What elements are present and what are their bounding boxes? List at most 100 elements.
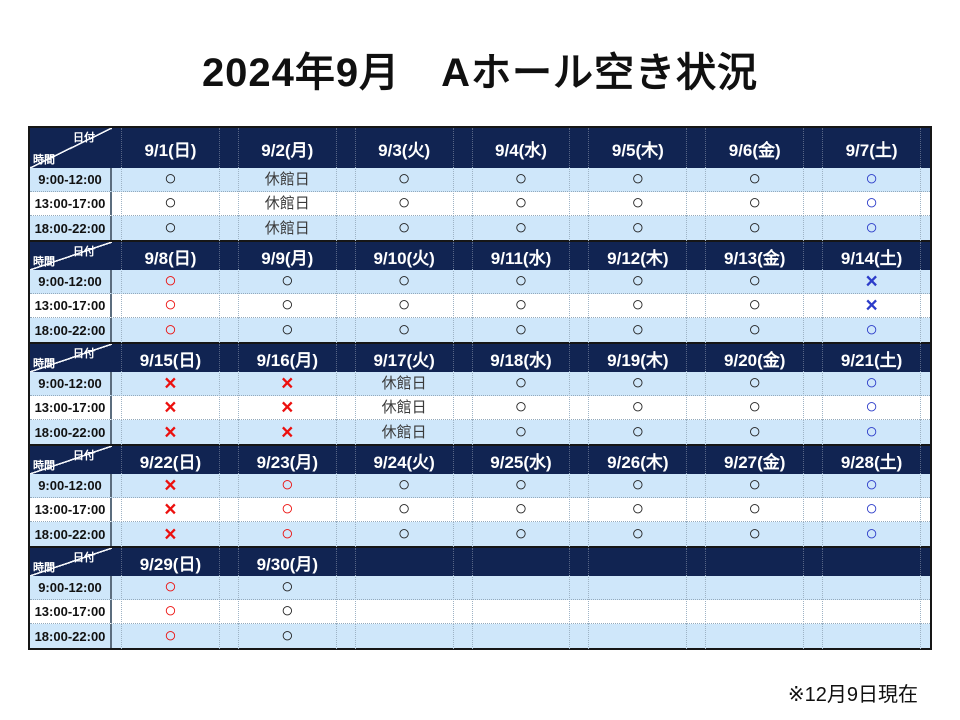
availability-cell: 休館日 (346, 371, 463, 396)
time-slot-label: 18:00-22:00 (30, 522, 112, 546)
availability-cell: ○ (463, 215, 580, 241)
time-slot-row: 9:00-12:00 × × 休館日 ○ ○ ○ ○ (30, 371, 930, 396)
availability-cell: ○ (579, 317, 696, 343)
unavailable-cross-icon: × (865, 270, 878, 293)
date-header: 9/28(土) (813, 446, 930, 474)
availability-cell: ○ (112, 317, 229, 343)
time-slot-row: 9:00-12:00 × ○ ○ ○ ○ ○ ○ (30, 473, 930, 498)
unavailable-cross-icon: × (164, 420, 177, 444)
date-header: 9/17(火) (346, 344, 463, 372)
available-circle-icon: ○ (631, 419, 645, 443)
availability-cell: ○ (346, 497, 463, 522)
availability-cell: × (112, 473, 229, 498)
available-circle-icon: ○ (631, 167, 645, 190)
available-circle-icon: ○ (280, 521, 294, 545)
unavailable-cross-icon: × (164, 474, 177, 497)
availability-cell: ○ (696, 371, 813, 396)
availability-cell (463, 575, 580, 600)
time-slot-label: 13:00-17:00 (30, 396, 112, 419)
available-circle-icon: ○ (631, 215, 645, 239)
time-slot-label: 9:00-12:00 (30, 474, 112, 497)
available-circle-icon: ○ (164, 191, 177, 214)
time-slot-label: 13:00-17:00 (30, 192, 112, 215)
date-header: 9/5(木) (579, 128, 696, 168)
unavailable-cross-icon: × (164, 372, 177, 395)
availability-cell (696, 575, 813, 600)
corner-date-label: 日付 (73, 450, 95, 462)
available-circle-icon: ○ (748, 473, 762, 496)
date-header: 9/20(金) (696, 344, 813, 372)
available-circle-icon: ○ (631, 371, 645, 394)
date-header: 9/13(金) (696, 242, 813, 270)
availability-cell: ○ (346, 167, 463, 192)
available-circle-icon: ○ (514, 293, 528, 316)
available-circle-icon: ○ (514, 497, 528, 520)
time-slot-row: 13:00-17:00 × × 休館日 ○ ○ ○ ○ (30, 395, 930, 420)
availability-cell: 休館日 (346, 419, 463, 445)
available-circle-icon: ○ (748, 521, 762, 545)
available-circle-icon: ○ (397, 497, 411, 520)
time-slot-label: 9:00-12:00 (30, 270, 112, 293)
corner-time-label: 時間 (33, 358, 55, 370)
available-circle-icon: ○ (397, 293, 411, 316)
availability-cell: ○ (463, 269, 580, 294)
available-circle-icon: ○ (397, 521, 411, 545)
date-header: 9/8(日) (112, 242, 229, 270)
available-circle-icon: ○ (865, 371, 878, 394)
availability-cell: ○ (696, 473, 813, 498)
available-circle-icon: ○ (865, 497, 878, 520)
week-header-row: 日付 時間 9/29(日) 9/30(月) (30, 546, 930, 576)
availability-cell: ○ (813, 167, 930, 192)
unavailable-cross-icon: × (281, 396, 294, 419)
availability-cell: ○ (112, 575, 229, 600)
availability-cell: ○ (813, 215, 930, 241)
availability-cell: × (112, 395, 229, 420)
available-circle-icon: ○ (748, 191, 762, 214)
availability-cell: ○ (229, 599, 346, 624)
date-header: 9/10(火) (346, 242, 463, 270)
availability-cell: ○ (696, 191, 813, 216)
closed-day-label: 休館日 (264, 219, 310, 237)
availability-cell: 休館日 (229, 191, 346, 216)
availability-cell: ○ (579, 215, 696, 241)
availability-cell: ○ (229, 521, 346, 547)
unavailable-cross-icon: × (865, 294, 878, 317)
availability-cell: 休館日 (229, 215, 346, 241)
availability-cell: ○ (463, 473, 580, 498)
time-slot-label: 9:00-12:00 (30, 576, 112, 599)
available-circle-icon: ○ (748, 269, 762, 292)
date-header: 9/16(月) (229, 344, 346, 372)
availability-cell: ○ (112, 167, 229, 192)
available-circle-icon: ○ (514, 419, 528, 443)
available-circle-icon: ○ (397, 167, 411, 190)
available-circle-icon: ○ (280, 317, 294, 341)
available-circle-icon: ○ (164, 269, 177, 292)
availability-cell (463, 623, 580, 649)
available-circle-icon: ○ (748, 293, 762, 316)
date-header: 9/7(土) (813, 128, 930, 168)
available-circle-icon: ○ (164, 623, 177, 647)
week-header-row: 日付 時間 9/22(日) 9/23(月) 9/24(火) 9/25(水) 9/26(木) 9… (30, 444, 930, 474)
available-circle-icon: ○ (748, 497, 762, 520)
time-slot-row: 18:00-22:00 ○ ○ ○ ○ ○ ○ ○ (30, 317, 930, 343)
availability-cell: ○ (696, 293, 813, 318)
availability-cell: × (813, 269, 930, 294)
available-circle-icon: ○ (164, 215, 177, 239)
time-slot-label: 9:00-12:00 (30, 372, 112, 395)
available-circle-icon: ○ (865, 167, 878, 190)
availability-table: 日付 時間 9/1(日) 9/2(月) 9/3(火) 9/4(水) 9/5(木) 9/6(金)… (28, 126, 932, 650)
date-header: 9/18(水) (463, 344, 580, 372)
availability-cell: ○ (463, 521, 580, 547)
time-slot-label: 18:00-22:00 (30, 318, 112, 342)
corner-cell: 日付 時間 (30, 446, 112, 474)
available-circle-icon: ○ (514, 167, 528, 190)
footnote-as-of-date: ※12月9日現在 (787, 684, 918, 706)
availability-cell: ○ (112, 269, 229, 294)
availability-cell: ○ (229, 269, 346, 294)
availability-cell: × (229, 419, 346, 445)
corner-date-label: 日付 (73, 552, 95, 564)
date-header: 9/12(木) (579, 242, 696, 270)
availability-cell: ○ (463, 293, 580, 318)
availability-cell: ○ (346, 191, 463, 216)
date-header: 9/24(火) (346, 446, 463, 474)
